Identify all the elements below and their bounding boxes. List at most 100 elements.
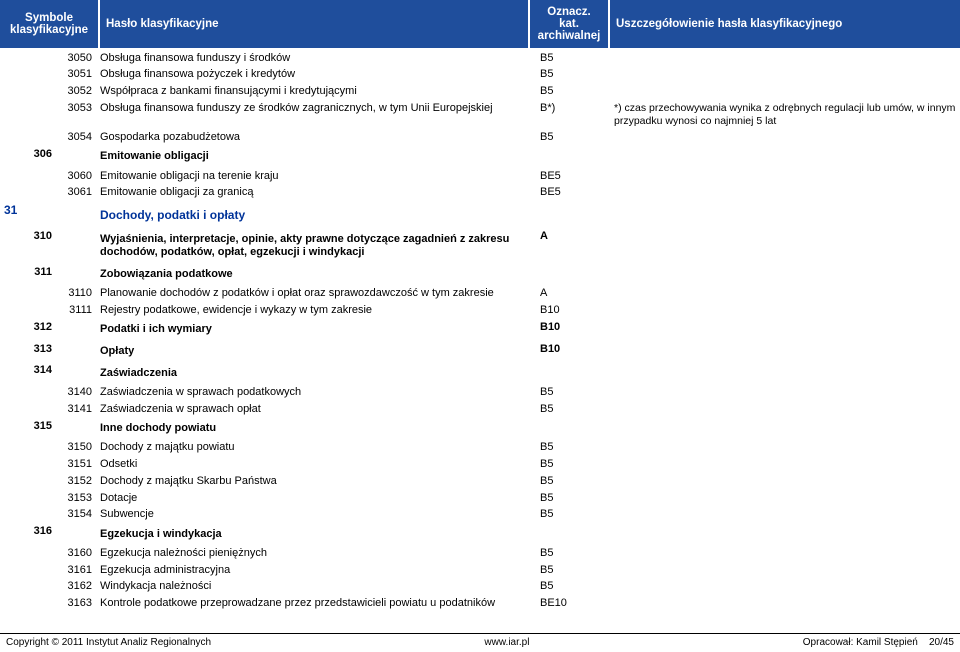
table-row: 310Wyjaśnienia, interpretacje, opinie, a… — [0, 229, 960, 265]
table-header: Symbole klasyfikacyjne Hasło klasyfikacy… — [0, 0, 960, 48]
symbol-level1 — [0, 418, 26, 440]
symbol-level1 — [0, 264, 26, 286]
row-title: Obsługa finansowa pożyczek i kredytów — [96, 67, 530, 84]
row-category: BE5 — [530, 185, 610, 202]
table-row: 3160Egzekucja należności pieniężnychB5 — [0, 545, 960, 562]
symbol-level1 — [0, 341, 26, 363]
symbol-level1: 31 — [0, 202, 26, 229]
symbol-level1 — [0, 579, 26, 596]
row-note — [610, 457, 960, 474]
symbol-level1 — [0, 473, 26, 490]
symbol-level2 — [26, 545, 56, 562]
symbol-level2 — [26, 440, 56, 457]
symbol-level1 — [0, 562, 26, 579]
row-note — [610, 341, 960, 363]
table-row: 3162Windykacja należnościB5 — [0, 579, 960, 596]
symbol-level2: 311 — [26, 264, 56, 286]
row-note — [610, 473, 960, 490]
row-note — [610, 596, 960, 613]
table-row: 3054Gospodarka pozabudżetowaB5 — [0, 130, 960, 147]
symbol-level2 — [26, 286, 56, 303]
table-row: 3052Współpraca z bankami finansującymi i… — [0, 84, 960, 101]
symbol-level3 — [56, 319, 96, 341]
symbol-level3: 3140 — [56, 385, 96, 402]
table-row: 311Zobowiązania podatkowe — [0, 264, 960, 286]
symbol-level3: 3153 — [56, 490, 96, 507]
symbol-level1 — [0, 168, 26, 185]
header-title: Hasło klasyfikacyjne — [100, 0, 530, 48]
page-footer: Copyright © 2011 Instytut Analiz Regiona… — [0, 633, 960, 648]
row-category: B5 — [530, 50, 610, 67]
row-title: Opłaty — [96, 341, 530, 363]
row-category: B5 — [530, 84, 610, 101]
symbol-level1 — [0, 545, 26, 562]
table-row: 3152Dochody z majątku Skarbu PaństwaB5 — [0, 473, 960, 490]
symbol-level2 — [26, 202, 56, 229]
table-row: 3061Emitowanie obligacji za granicąBE5 — [0, 185, 960, 202]
symbol-level1 — [0, 596, 26, 613]
symbol-level2: 316 — [26, 524, 56, 546]
row-note — [610, 202, 960, 229]
row-category: B5 — [530, 130, 610, 147]
symbol-level3: 3111 — [56, 303, 96, 320]
row-title: Dochody, podatki i opłaty — [96, 202, 530, 229]
symbol-level3: 3110 — [56, 286, 96, 303]
row-title: Obsługa finansowa funduszy ze środków za… — [96, 100, 530, 129]
symbol-level3 — [56, 341, 96, 363]
symbol-level3: 3053 — [56, 100, 96, 129]
row-note — [610, 84, 960, 101]
symbol-level1 — [0, 185, 26, 202]
table-row: 315Inne dochody powiatu — [0, 418, 960, 440]
symbol-level1 — [0, 363, 26, 385]
row-category: BE5 — [530, 168, 610, 185]
row-title: Rejestry podatkowe, ewidencje i wykazy w… — [96, 303, 530, 320]
table-row: 3050Obsługa finansowa funduszy i środków… — [0, 50, 960, 67]
symbol-level3: 3151 — [56, 457, 96, 474]
row-note: *) czas przechowywania wynika z odrębnyc… — [610, 100, 960, 129]
row-category — [530, 202, 610, 229]
symbol-level3: 3052 — [56, 84, 96, 101]
symbol-level2: 310 — [26, 229, 56, 265]
row-category — [530, 146, 610, 168]
header-category: Oznacz. kat. archiwalnej — [530, 0, 610, 48]
symbol-level1 — [0, 67, 26, 84]
symbol-level2 — [26, 473, 56, 490]
row-category — [530, 264, 610, 286]
symbol-level3: 3162 — [56, 579, 96, 596]
symbol-level3 — [56, 363, 96, 385]
row-title: Emitowanie obligacji — [96, 146, 530, 168]
row-note — [610, 264, 960, 286]
row-title: Dotacje — [96, 490, 530, 507]
row-title: Dochody z majątku Skarbu Państwa — [96, 473, 530, 490]
classification-table: 3050Obsługa finansowa funduszy i środków… — [0, 50, 960, 612]
table-row: 3151OdsetkiB5 — [0, 457, 960, 474]
row-note — [610, 67, 960, 84]
symbol-level3: 3054 — [56, 130, 96, 147]
row-note — [610, 185, 960, 202]
symbol-level3: 3150 — [56, 440, 96, 457]
table-row: 3140Zaświadczenia w sprawach podatkowych… — [0, 385, 960, 402]
row-note — [610, 130, 960, 147]
row-note — [610, 168, 960, 185]
symbol-level1 — [0, 229, 26, 265]
symbol-level2 — [26, 130, 56, 147]
symbol-level2 — [26, 100, 56, 129]
symbol-level2: 314 — [26, 363, 56, 385]
row-note — [610, 50, 960, 67]
row-title: Egzekucja należności pieniężnych — [96, 545, 530, 562]
row-note — [610, 507, 960, 524]
table-row: 3051Obsługa finansowa pożyczek i kredytó… — [0, 67, 960, 84]
symbol-level2: 306 — [26, 146, 56, 168]
row-category: B5 — [530, 457, 610, 474]
symbol-level2 — [26, 84, 56, 101]
row-category: B5 — [530, 473, 610, 490]
row-note — [610, 229, 960, 265]
symbol-level2 — [26, 579, 56, 596]
row-title: Podatki i ich wymiary — [96, 319, 530, 341]
symbol-level3: 3163 — [56, 596, 96, 613]
row-title: Windykacja należności — [96, 579, 530, 596]
symbol-level2 — [26, 457, 56, 474]
symbol-level2 — [26, 490, 56, 507]
symbol-level3 — [56, 146, 96, 168]
row-title: Dochody z majątku powiatu — [96, 440, 530, 457]
